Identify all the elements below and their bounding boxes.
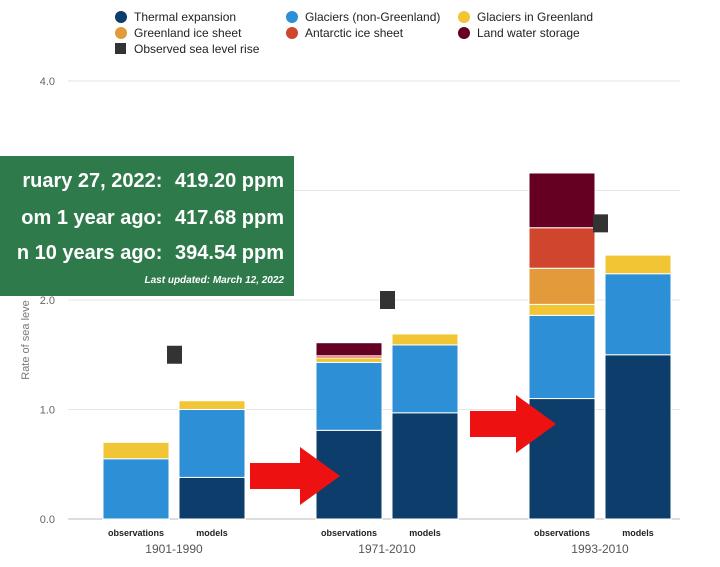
y-tick-label: 2.0 <box>40 295 55 307</box>
bar-segment <box>315 342 383 357</box>
co2-row-value: 417.68 ppm <box>175 207 284 229</box>
period-label: 1901-1990 <box>145 542 203 556</box>
legend-swatch <box>286 11 298 23</box>
legend-label: Greenland ice sheet <box>134 26 242 40</box>
y-tick-label: 1.0 <box>40 405 55 417</box>
bar-segment <box>528 303 596 316</box>
legend-item: Land water storage <box>458 26 580 40</box>
y-tick-label: 4.0 <box>40 76 55 88</box>
bar-label: models <box>196 528 228 538</box>
bar-segment <box>604 273 672 356</box>
legend-label: Antarctic ice sheet <box>305 26 404 40</box>
legend-swatch <box>115 11 127 23</box>
bar-segment <box>102 441 170 460</box>
legend-swatch <box>115 27 127 39</box>
legend-label: Observed sea level rise <box>134 42 260 56</box>
bar-segment <box>178 476 246 520</box>
bar-segment <box>315 357 383 363</box>
legend-swatch <box>458 11 470 23</box>
red-arrow <box>470 395 556 453</box>
bar-segment <box>178 400 246 410</box>
y-axis-label: Rate of sea leve <box>20 300 32 380</box>
bar-segment <box>391 333 459 346</box>
bar-label: observations <box>321 528 377 538</box>
legend-swatch <box>458 27 470 39</box>
legend-item: Glaciers (non-Greenland) <box>286 10 440 24</box>
co2-row-value: 394.54 ppm <box>175 242 284 264</box>
co2-row-10-years: n 10 years ago: 394.54 ppm <box>17 242 284 265</box>
legend-item: Greenland ice sheet <box>115 26 242 40</box>
legend-item: Observed sea level rise <box>115 42 260 56</box>
co2-row-label: om 1 year ago: <box>21 207 163 229</box>
legend-label: Thermal expansion <box>134 10 236 24</box>
bar-segment <box>102 458 170 520</box>
legend-label: Glaciers in Greenland <box>477 10 593 24</box>
y-tick-label: 0.0 <box>40 514 55 526</box>
bar-segment <box>528 227 596 269</box>
co2-row-current: ruary 27, 2022: 419.20 ppm <box>22 170 284 193</box>
category-labels: observations models 1901-1990 observations m… <box>108 528 654 556</box>
red-arrow <box>250 447 340 505</box>
observed-markers <box>167 214 608 364</box>
observed-marker <box>167 345 182 364</box>
bar-segment <box>604 254 672 275</box>
legend-item: Antarctic ice sheet <box>286 26 404 40</box>
bar-segment <box>528 172 596 229</box>
co2-overlay-panel: ruary 27, 2022: 419.20 ppm om 1 year ago… <box>0 156 294 296</box>
co2-row-1-year: om 1 year ago: 417.68 ppm <box>21 207 284 230</box>
legend-swatch <box>286 27 298 39</box>
bars <box>102 172 672 520</box>
bar-segment <box>178 409 246 478</box>
bar-label: observations <box>108 528 164 538</box>
bar-label: models <box>409 528 441 538</box>
observed-marker <box>380 291 395 309</box>
observed-marker <box>593 214 608 233</box>
co2-row-value: 419.20 ppm <box>175 170 284 192</box>
period-label: 1993-2010 <box>571 542 629 556</box>
co2-last-updated: Last updated: March 12, 2022 <box>144 275 285 286</box>
bar-label: observations <box>534 528 590 538</box>
bar-segment <box>315 361 383 431</box>
bar-segment <box>391 412 459 520</box>
co2-row-label: ruary 27, 2022: <box>22 170 163 192</box>
period-label: 1971-2010 <box>358 542 416 556</box>
bar-segment <box>528 314 596 400</box>
bar-segment <box>528 267 596 305</box>
bar-segment <box>604 354 672 520</box>
arrows <box>250 395 556 505</box>
bar-segment <box>391 344 459 414</box>
legend-swatch <box>115 43 126 54</box>
legend-label: Land water storage <box>477 26 580 40</box>
bar-label: models <box>622 528 654 538</box>
co2-row-label: n 10 years ago: <box>16 242 163 264</box>
legend-item: Thermal expansion <box>115 10 236 24</box>
legend-item: Glaciers in Greenland <box>458 10 593 24</box>
y-axis-ticks: 0.0 1.0 2.0 4.0 <box>40 76 55 526</box>
legend-label: Glaciers (non-Greenland) <box>305 10 440 24</box>
legend: Thermal expansion Glaciers (non-Greenland… <box>115 10 593 56</box>
